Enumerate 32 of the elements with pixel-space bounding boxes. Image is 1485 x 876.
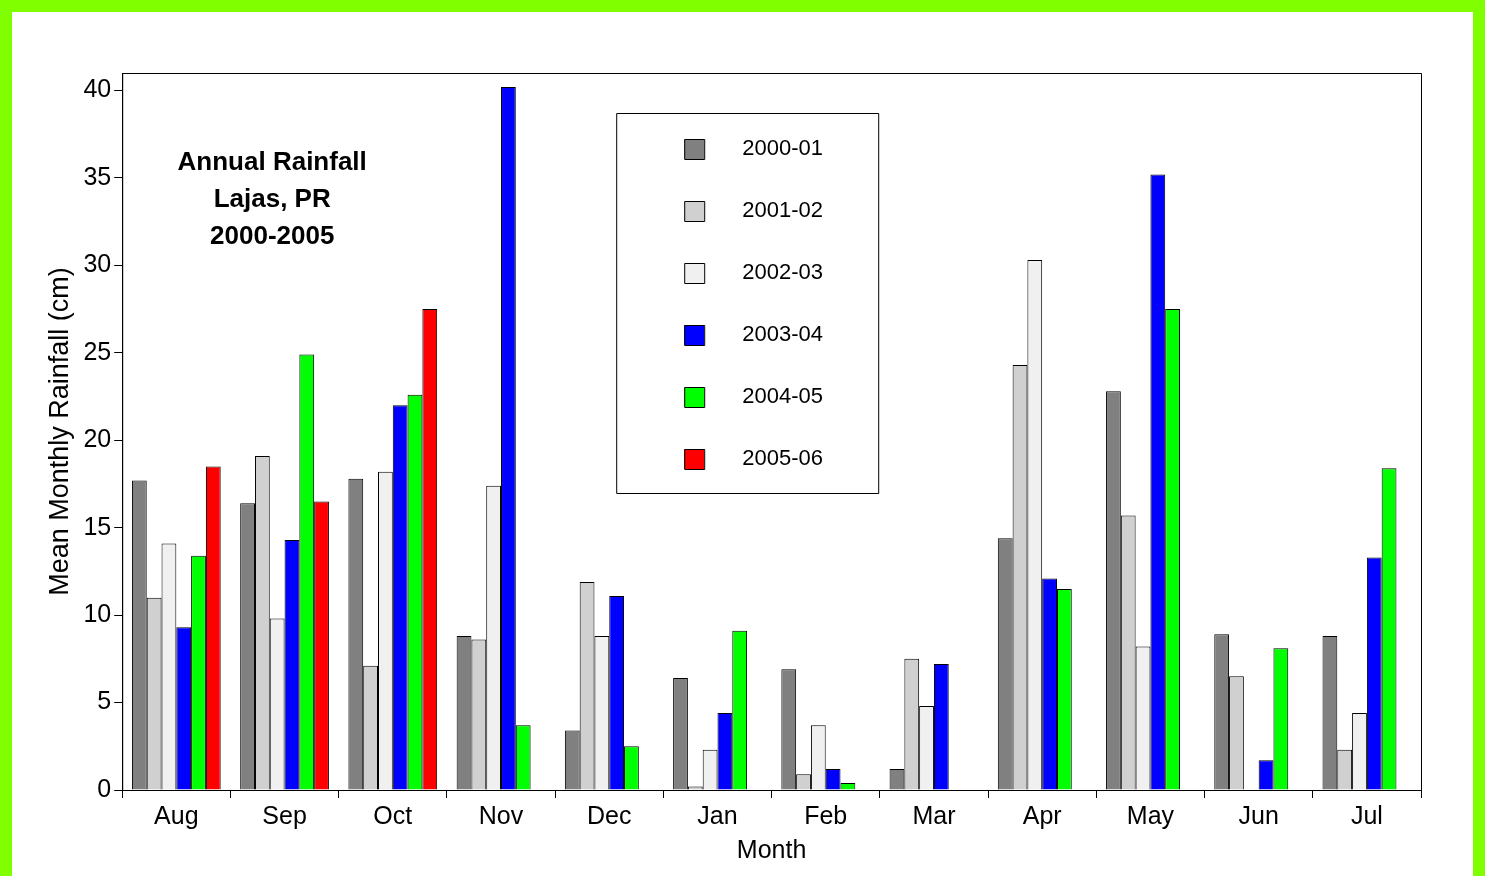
x-tick-label: Oct: [373, 800, 413, 829]
legend-label: 2002-03: [742, 259, 823, 285]
x-tick-label: Feb: [804, 800, 848, 829]
x-tick-label: Dec: [587, 800, 632, 829]
x-tick-label: Jun: [1238, 800, 1279, 829]
y-tick-label: 0: [97, 773, 112, 802]
y-axis-title: Mean Monthly Rainfall (cm): [43, 267, 74, 596]
x-tick-label: Apr: [1022, 800, 1062, 829]
legend-label: 2005-06: [742, 445, 823, 471]
x-tick-label: Mar: [912, 800, 956, 829]
annotation: Lajas, PR: [213, 183, 331, 214]
y-tick-label: 25: [83, 336, 112, 365]
x-tick-label: Aug: [154, 800, 199, 829]
y-tick-label: 10: [83, 599, 112, 628]
x-tick-label: Jan: [697, 800, 738, 829]
x-axis-title: Month: [736, 834, 807, 863]
legend-label: 2004-05: [742, 383, 823, 409]
legend-label: 2000-01: [742, 135, 823, 161]
legend-label: 2003-04: [742, 321, 823, 347]
annotation: Annual Rainfall: [177, 146, 367, 177]
y-tick-label: 30: [83, 249, 112, 278]
annotation: 2000-2005: [210, 220, 335, 251]
y-tick-label: 35: [83, 161, 112, 190]
y-tick-label: 15: [83, 511, 112, 540]
x-tick-label: May: [1126, 800, 1175, 829]
y-tick-label: 40: [83, 74, 112, 103]
x-tick-label: Nov: [478, 800, 524, 829]
y-tick-label: 20: [83, 424, 112, 453]
x-tick-label: Sep: [262, 800, 307, 829]
legend-label: 2001-02: [742, 197, 823, 223]
x-tick-label: Jul: [1350, 800, 1383, 829]
y-tick-label: 5: [97, 686, 112, 715]
